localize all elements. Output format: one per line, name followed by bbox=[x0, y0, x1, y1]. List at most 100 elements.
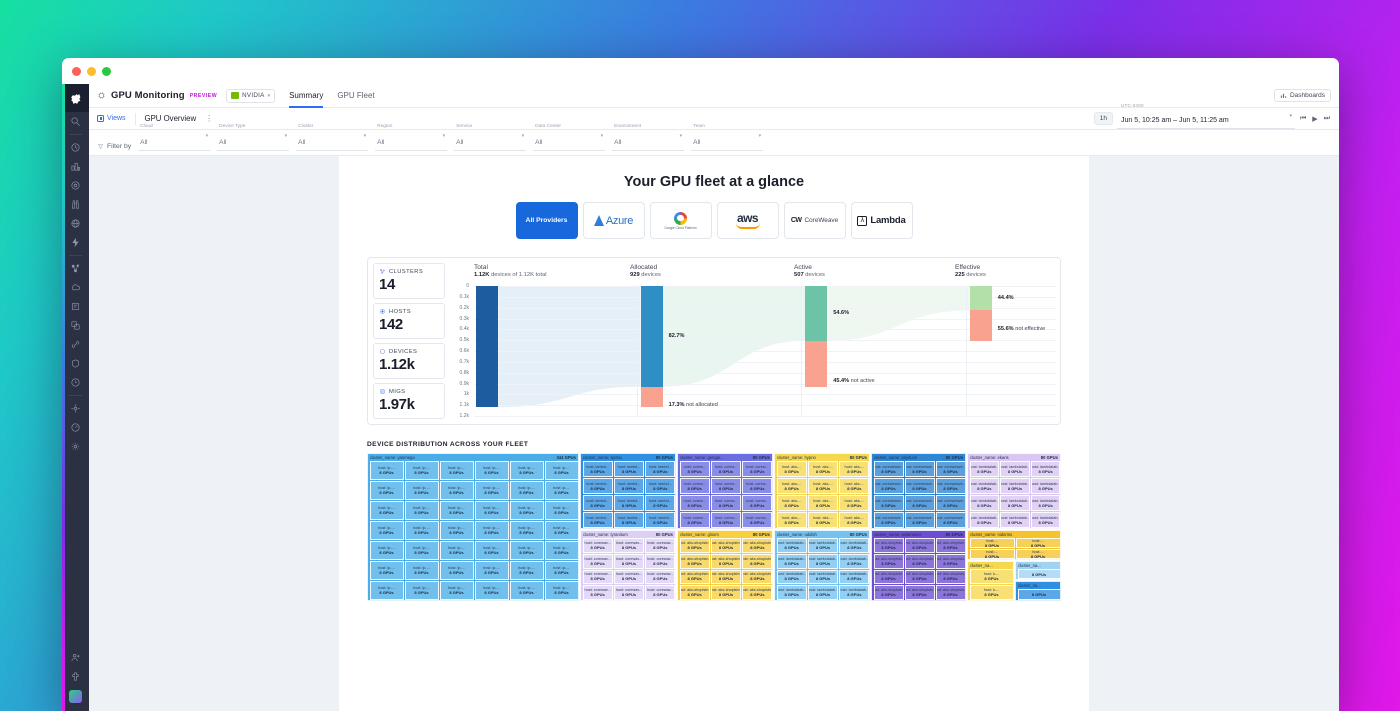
treemap-host[interactable]: host: aks-... 8 GPUs bbox=[776, 495, 807, 511]
link-icon[interactable] bbox=[62, 335, 89, 354]
treemap-host[interactable]: host: ip-... 8 GPUs bbox=[509, 481, 544, 500]
treemap-host[interactable]: host: ip-... 8 GPUs bbox=[369, 521, 404, 540]
treemap-cluster[interactable]: cluster_name: tyranitum 80 GPUs host: core… bbox=[580, 530, 676, 601]
treemap-host[interactable]: host: k-... 8 GPUs bbox=[969, 569, 1013, 584]
globe-icon[interactable] bbox=[62, 214, 89, 233]
treemap-host[interactable]: host:... 8 GPUs bbox=[1015, 549, 1060, 559]
treemap-host[interactable]: host: aks-shopistn...8 GPUs bbox=[904, 538, 935, 553]
treemap-host[interactable]: host: lambd... 8 GPUs bbox=[582, 461, 613, 477]
range-shortcut-button[interactable]: 1h bbox=[1093, 112, 1113, 125]
treemap-host[interactable]: host: ip-... 8 GPUs bbox=[544, 561, 578, 580]
network-icon[interactable] bbox=[62, 259, 89, 278]
treemap-host[interactable]: host: lambdalab... 8 GPUs bbox=[839, 553, 869, 569]
treemap-host[interactable]: host: coreweave... 8 GPUs bbox=[935, 495, 965, 511]
treemap-host[interactable]: host: aks-... 8 GPUs bbox=[839, 478, 869, 494]
treemap-cluster[interactable]: cluster_name: nidorino host:... 8 GPUs host… bbox=[967, 530, 1061, 560]
time-range-picker[interactable]: UTC-0400 Jun 5, 10:25 am – Jun 5, 11:25 … bbox=[1116, 103, 1295, 129]
treemap-host[interactable]: host: aks-shopistn...8 GPUs bbox=[873, 538, 904, 553]
treemap-host[interactable]: host: lambd... 8 GPUs bbox=[645, 512, 675, 528]
treemap-host[interactable]: host: lambd... 8 GPUs bbox=[645, 495, 675, 511]
treemap-host[interactable]: host: lambd... 8 GPUs bbox=[613, 478, 645, 494]
treemap-host[interactable]: host: k-... 8 GPUs bbox=[969, 585, 1013, 600]
treemap-cluster[interactable]: cluster_name: hypno 80 GPUs host: aks-... 8… bbox=[774, 453, 870, 529]
treemap-host[interactable]: host: corew... 8 GPUs bbox=[679, 461, 710, 477]
treemap-host[interactable]: host: corew... 8 GPUs bbox=[742, 512, 772, 528]
treemap-host[interactable]: host: coreweave... 8 GPUs bbox=[935, 478, 965, 494]
treemap-host[interactable]: host: corew... 8 GPUs bbox=[679, 495, 710, 511]
treemap-host[interactable]: host: ip-... 8 GPUs bbox=[369, 561, 404, 580]
treemap-host[interactable]: host: corewav... 8 GPUs bbox=[613, 538, 645, 553]
cloud-icon[interactable] bbox=[62, 278, 89, 297]
dashboards-button[interactable]: Dashboards bbox=[1273, 89, 1331, 102]
treemap-host[interactable]: host: aks-shopistn...8 GPUs bbox=[742, 538, 772, 553]
treemap-host[interactable]: host: lambdalab... 8 GPUs bbox=[807, 538, 839, 553]
treemap-host[interactable]: host: ip-... 8 GPUs bbox=[509, 521, 544, 540]
treemap-host[interactable]: host: corewav... 8 GPUs bbox=[645, 553, 675, 569]
treemap-host[interactable]: host: corew... 8 GPUs bbox=[679, 478, 710, 494]
treemap-host[interactable]: host: corewav... 8 GPUs bbox=[582, 569, 613, 585]
treemap-host[interactable]: host: corew... 8 GPUs bbox=[742, 495, 772, 511]
provider-tab-coreweave[interactable]: CW CoreWeave bbox=[783, 202, 846, 239]
treemap-host[interactable]: host: lambd... 8 GPUs bbox=[582, 495, 613, 511]
treemap-host[interactable]: host: corewav... 8 GPUs bbox=[645, 585, 675, 600]
dashboard-icon[interactable] bbox=[62, 157, 89, 176]
treemap-host[interactable]: host:... 8 GPUs bbox=[1015, 538, 1060, 548]
treemap-host[interactable]: host: aks-shopistn...8 GPUs bbox=[873, 569, 904, 585]
provider-tab-all[interactable]: All Providers bbox=[515, 202, 578, 239]
treemap-host[interactable]: host: aks-... 8 GPUs bbox=[776, 461, 807, 477]
treemap-host[interactable]: host: ip-... 8 GPUs bbox=[474, 521, 509, 540]
treemap-host[interactable]: host: lambdalab... 8 GPUs bbox=[1030, 478, 1060, 494]
clock-icon[interactable] bbox=[62, 373, 89, 392]
treemap-host[interactable]: host: lambdalab... 8 GPUs bbox=[1000, 512, 1030, 528]
provider-tab-gcp[interactable]: Google Cloud Platform bbox=[649, 202, 712, 239]
treemap-host[interactable]: host: lambdalab... 8 GPUs bbox=[807, 569, 839, 585]
treemap-host[interactable]: host: ip-... 8 GPUs bbox=[404, 501, 439, 520]
treemap-host[interactable]: host: aks-shopistn...8 GPUs bbox=[679, 585, 710, 600]
treemap-host[interactable]: host: corew... 8 GPUs bbox=[679, 512, 710, 528]
treemap-host[interactable]: host: corew... 8 GPUs bbox=[742, 461, 772, 477]
treemap-host[interactable]: host: ip-... 8 GPUs bbox=[509, 501, 544, 520]
treemap-host[interactable]: host: lambd... 8 GPUs bbox=[645, 478, 675, 494]
treemap-host[interactable]: host: aks-... 8 GPUs bbox=[839, 512, 869, 528]
stat-hosts[interactable]: HOSTS 142 bbox=[373, 303, 445, 339]
treemap-host[interactable]: host: ip-... 8 GPUs bbox=[404, 541, 439, 560]
view-name[interactable]: GPU Overview bbox=[144, 114, 197, 123]
treemap-host[interactable]: host: lambdalab... 8 GPUs bbox=[969, 512, 1000, 528]
treemap-host[interactable]: host: lambdalab... 8 GPUs bbox=[969, 461, 1000, 477]
treemap-host[interactable]: host: ip-... 8 GPUs bbox=[544, 581, 578, 600]
treemap-host[interactable]: host: aks-shopistn...8 GPUs bbox=[904, 585, 935, 600]
treemap-host[interactable]: host: lambdalab... 8 GPUs bbox=[776, 569, 807, 585]
treemap-host[interactable]: host: ip-... 8 GPUs bbox=[439, 501, 474, 520]
filter-cluster[interactable]: Cluster All ▾ bbox=[296, 124, 369, 151]
treemap-host[interactable]: 8 GPUs bbox=[1017, 589, 1060, 600]
history-icon[interactable] bbox=[62, 138, 89, 157]
treemap-host[interactable]: host: lambd... 8 GPUs bbox=[645, 461, 675, 477]
treemap-host[interactable]: host: aks-shopistn...8 GPUs bbox=[904, 569, 935, 585]
target-icon[interactable] bbox=[62, 176, 89, 195]
treemap-host[interactable]: host: ip-... 8 GPUs bbox=[439, 541, 474, 560]
treemap-host[interactable]: host: ip-... 8 GPUs bbox=[474, 481, 509, 500]
treemap-host[interactable]: host: aks-... 8 GPUs bbox=[807, 512, 839, 528]
treemap-host[interactable]: host: ip-... 8 GPUs bbox=[509, 541, 544, 560]
provider-tab-lambda[interactable]: λ Lambda bbox=[850, 202, 913, 239]
treemap-host[interactable]: 8 GPUs bbox=[1017, 569, 1060, 579]
treemap-host[interactable]: host: lambd... 8 GPUs bbox=[613, 512, 645, 528]
treemap-host[interactable]: host: lambd... 8 GPUs bbox=[613, 495, 645, 511]
treemap-host[interactable]: host: lambdalab... 8 GPUs bbox=[776, 538, 807, 553]
treemap-host[interactable]: host:... 8 GPUs bbox=[969, 538, 1015, 548]
treemap-host[interactable]: host: corewav... 8 GPUs bbox=[645, 538, 675, 553]
window-zoom-button[interactable] bbox=[102, 66, 111, 76]
treemap-cluster[interactable]: cluster_name: oddish 80 GPUs host: lambdal… bbox=[774, 530, 870, 601]
treemap-host[interactable]: host: ip-... 8 GPUs bbox=[509, 461, 544, 480]
treemap-host[interactable]: host: lambdalab... 8 GPUs bbox=[1000, 495, 1030, 511]
filter-cloud[interactable]: Cloud All ▾ bbox=[138, 124, 211, 151]
datadog-logo-icon[interactable] bbox=[62, 84, 89, 112]
treemap-host[interactable]: host: aks-shopistn...8 GPUs bbox=[679, 569, 710, 585]
treemap-host[interactable]: host: ip-... 8 GPUs bbox=[544, 461, 578, 480]
treemap-host[interactable]: host: ip-... 8 GPUs bbox=[404, 561, 439, 580]
treemap-cluster[interactable]: cluster_name: gengar... 80 GPUs host: core… bbox=[677, 453, 773, 529]
stat-migs[interactable]: MIGS 1.97k bbox=[373, 383, 445, 419]
flask-icon[interactable] bbox=[62, 399, 89, 418]
settings-icon[interactable] bbox=[62, 437, 89, 456]
